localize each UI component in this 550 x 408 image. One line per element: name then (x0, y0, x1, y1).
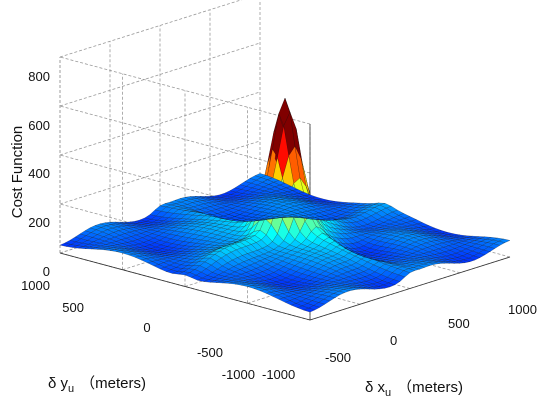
z-tick-800: 800 (28, 69, 50, 84)
x-tick-500: 500 (448, 316, 470, 331)
z-tick-600: 600 (28, 118, 50, 133)
surface-patch (498, 238, 511, 243)
surface-mesh (59, 97, 511, 313)
x-axis-label: δ xu （meters) (365, 379, 463, 399)
x-tick-neg1000: -1000 (262, 367, 295, 382)
grid-line-z (59, 154, 311, 223)
z-axis-label: Cost Function (9, 126, 26, 219)
y-axis-label: δ yu （meters) (48, 375, 146, 395)
grid-line-z (59, 105, 311, 174)
z-tick-labels: 0 200 400 600 800 (28, 69, 50, 279)
y-tick-0: 0 (143, 320, 150, 335)
grid-line-z (59, 56, 311, 125)
x-tick-labels: -1000 -500 0 500 1000 (262, 302, 537, 382)
y-tick-500: 500 (62, 300, 84, 315)
x-tick-neg500: -500 (325, 350, 351, 365)
y-tick-1000: 1000 (21, 278, 50, 293)
x-tick-0: 0 (390, 333, 397, 348)
y-tick-neg1000: -1000 (222, 367, 255, 382)
y-tick-neg500: -500 (197, 345, 223, 360)
z-tick-400: 400 (28, 166, 50, 181)
y-axis-line (59, 252, 311, 321)
grid-line-z (59, 203, 311, 272)
x-axis-line (309, 256, 511, 321)
z-tick-200: 200 (28, 215, 50, 230)
z-tick-0: 0 (43, 264, 50, 279)
x-tick-1000: 1000 (508, 302, 537, 317)
y-tick-labels: 1000 500 0 -500 -1000 (21, 278, 255, 382)
